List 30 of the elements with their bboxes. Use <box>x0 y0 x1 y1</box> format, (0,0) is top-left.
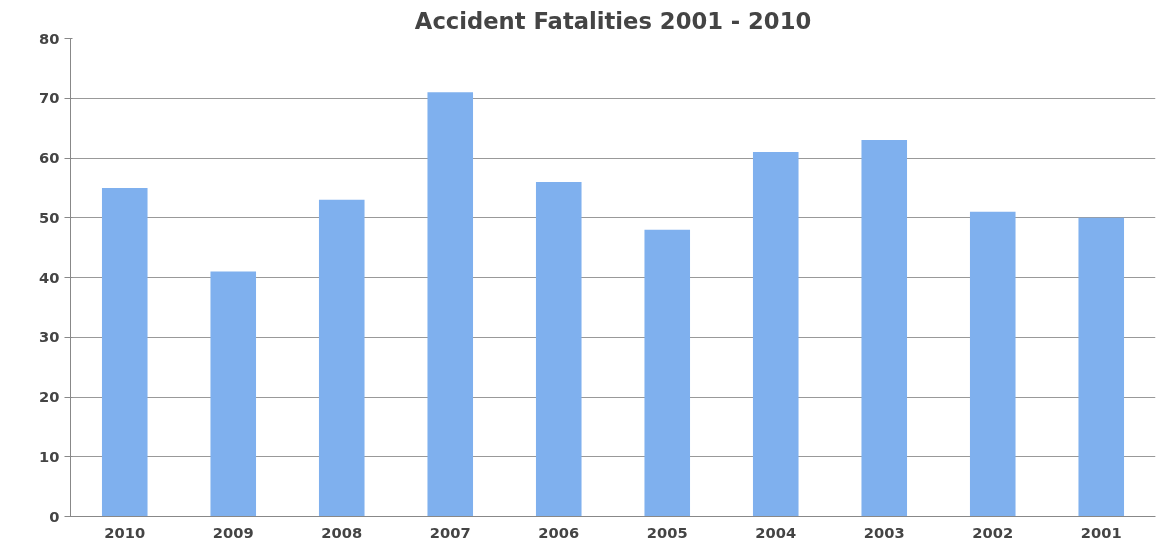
bar <box>427 92 474 517</box>
bar <box>644 229 691 517</box>
x-tick-label: 2009 <box>212 523 254 541</box>
x-tick-label: 2008 <box>321 523 363 541</box>
bar <box>210 271 257 517</box>
bar <box>101 187 148 517</box>
y-tick-label: 50 <box>39 208 60 226</box>
y-tick-label: 80 <box>39 29 60 47</box>
y-tick-label: 10 <box>39 447 60 465</box>
y-tick-label: 0 <box>49 507 60 525</box>
x-tick-label: 2002 <box>972 523 1014 541</box>
y-tick-label: 60 <box>39 149 60 166</box>
y-tick-label: 20 <box>39 388 60 405</box>
bar <box>861 140 908 517</box>
x-tick-label: 2007 <box>429 523 471 541</box>
y-tick-label: 70 <box>39 89 60 107</box>
y-tick-label: 40 <box>39 268 60 286</box>
bar <box>969 211 1016 517</box>
bar <box>535 181 582 517</box>
x-tick-label: 2003 <box>863 523 905 541</box>
x-tick-label: 2006 <box>538 523 580 541</box>
x-tick-label: 2004 <box>755 523 797 541</box>
chart-title: Accident Fatalities 2001 - 2010 <box>414 7 812 34</box>
x-tick-label: 2001 <box>1080 523 1122 541</box>
bar <box>318 199 365 517</box>
bar <box>1078 217 1125 517</box>
y-tick-label: 30 <box>39 328 60 346</box>
bar <box>752 152 799 517</box>
x-tick-label: 2005 <box>646 523 688 541</box>
x-tick-label: 2010 <box>104 523 146 541</box>
